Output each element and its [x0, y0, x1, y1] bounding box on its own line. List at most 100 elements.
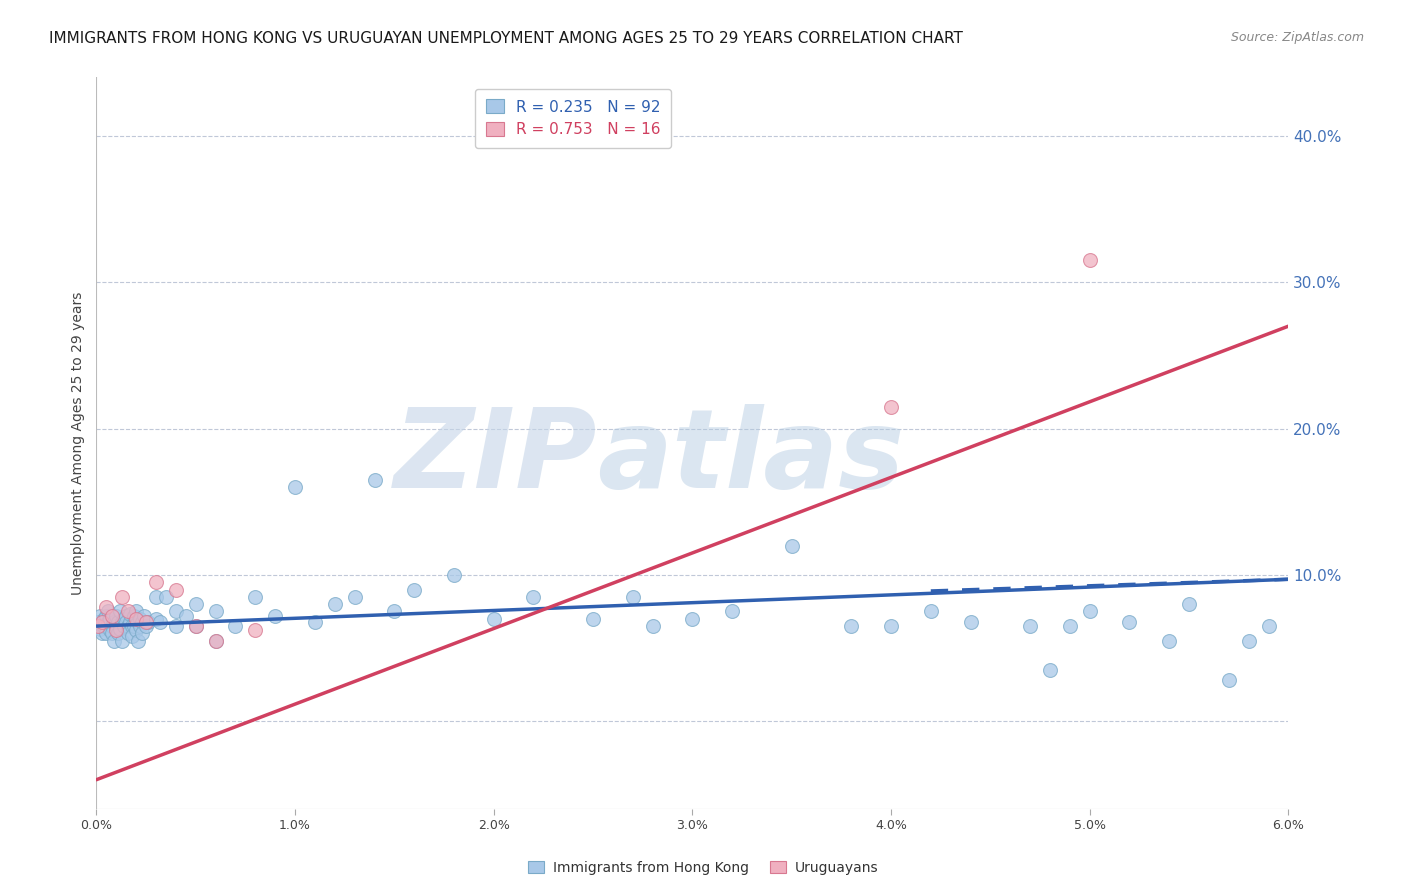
Point [122, 608, 145, 623]
Point [641, 619, 664, 633]
Point [87, 615, 110, 629]
Point [87, 619, 110, 633]
Point [97, 605, 120, 619]
Point [1237, 633, 1260, 648]
Point [117, 605, 139, 619]
Point [184, 597, 207, 611]
Point [93, 619, 115, 633]
Point [96, 608, 118, 623]
Point [115, 608, 138, 623]
Point [93, 612, 115, 626]
Point [131, 615, 153, 629]
Point [522, 590, 544, 604]
Point [111, 615, 134, 629]
Point [131, 626, 153, 640]
Point [184, 619, 207, 633]
Point [111, 590, 134, 604]
Point [129, 612, 152, 626]
Point [204, 633, 226, 648]
Point [404, 582, 426, 597]
Point [117, 626, 139, 640]
Point [105, 624, 128, 638]
Point [304, 615, 326, 629]
Point [127, 615, 149, 629]
Point [1218, 673, 1240, 688]
Legend: R = 0.235   N = 92, R = 0.753   N = 16: R = 0.235 N = 92, R = 0.753 N = 16 [475, 88, 672, 148]
Text: ZIP: ZIP [394, 404, 598, 511]
Legend: Immigrants from Hong Kong, Uruguayans: Immigrants from Hong Kong, Uruguayans [522, 855, 884, 880]
Point [112, 619, 135, 633]
Point [107, 626, 129, 640]
Point [145, 575, 167, 590]
Point [880, 619, 903, 633]
Point [91, 626, 114, 640]
Point [1039, 663, 1062, 677]
Point [125, 605, 148, 619]
Point [1059, 619, 1081, 633]
Point [165, 582, 187, 597]
Point [841, 619, 863, 633]
Point [132, 608, 155, 623]
Point [204, 605, 226, 619]
Point [125, 624, 148, 638]
Point [382, 605, 405, 619]
Point [264, 608, 287, 623]
Point [91, 615, 114, 629]
Text: atlas: atlas [598, 404, 904, 511]
Point [136, 615, 159, 629]
Point [108, 622, 131, 636]
Point [103, 615, 125, 629]
Point [149, 615, 172, 629]
Point [120, 615, 142, 629]
Point [96, 600, 118, 615]
Point [959, 615, 981, 629]
Y-axis label: Unemployment Among Ages 25 to 29 years: Unemployment Among Ages 25 to 29 years [72, 292, 86, 595]
Point [91, 619, 114, 633]
Point [96, 626, 118, 640]
Point [582, 612, 605, 626]
Point [880, 400, 903, 414]
Point [323, 597, 346, 611]
Point [1159, 633, 1181, 648]
Point [145, 590, 167, 604]
Point [284, 480, 307, 494]
Point [127, 633, 149, 648]
Point [1178, 597, 1201, 611]
Point [121, 619, 143, 633]
Point [145, 612, 167, 626]
Point [1257, 619, 1279, 633]
Point [117, 619, 139, 633]
Point [107, 615, 129, 629]
Point [204, 633, 226, 648]
Point [1078, 253, 1101, 268]
Point [224, 619, 246, 633]
Point [165, 605, 187, 619]
Point [184, 619, 207, 633]
Point [245, 624, 267, 638]
Point [89, 608, 111, 623]
Point [97, 615, 120, 629]
Point [122, 619, 145, 633]
Point [174, 608, 197, 623]
Point [129, 619, 152, 633]
Point [101, 608, 124, 623]
Point [98, 624, 121, 638]
Point [245, 590, 267, 604]
Point [780, 539, 803, 553]
Point [1019, 619, 1042, 633]
Point [1078, 605, 1101, 619]
Point [101, 626, 124, 640]
Point [135, 615, 157, 629]
Point [120, 607, 142, 622]
Point [482, 612, 505, 626]
Point [115, 615, 138, 629]
Point [105, 619, 128, 633]
Point [103, 633, 125, 648]
Point [135, 619, 157, 633]
Point [155, 590, 177, 604]
Point [165, 619, 187, 633]
Point [112, 612, 135, 626]
Point [89, 622, 111, 636]
Text: Source: ZipAtlas.com: Source: ZipAtlas.com [1230, 31, 1364, 45]
Point [108, 605, 131, 619]
